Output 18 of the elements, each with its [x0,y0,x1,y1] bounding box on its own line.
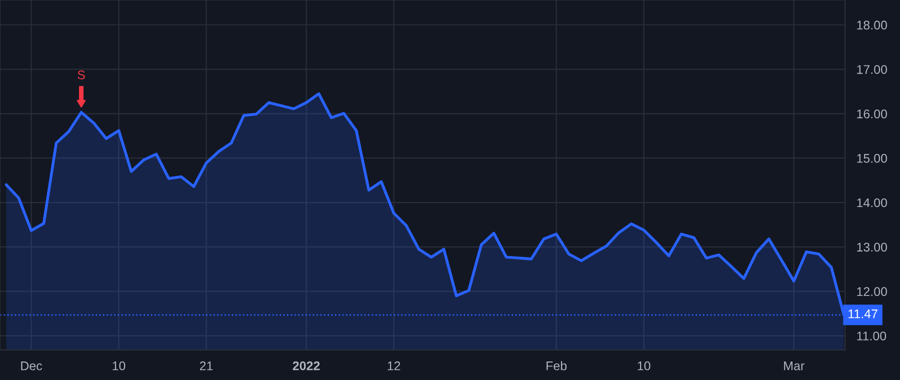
x-tick-label: Mar [784,362,804,370]
y-tick-label: 12.00 [857,287,888,296]
y-tick-label: 16.00 [857,110,888,118]
y-tick-label: 11.00 [857,332,886,340]
annotation: S [78,70,85,80]
x-tick-label: 10 [112,361,126,370]
x-tick-label: 21 [200,361,213,370]
x-tick-label: Feb [546,361,567,370]
x-tick-label: 10 [638,361,650,370]
y-tick-label: 13.00 [857,242,888,252]
y-tick-label: 15.00 [857,154,888,163]
y-tick-label: 18.00 [857,20,888,30]
y-tick-label: 14.00 [857,198,888,208]
ref-line-label: 11.47 [848,310,878,318]
x-tick-label: 12 [388,361,400,370]
x-tick-label: 2022 [292,361,320,370]
y-tick-label: 17.00 [857,65,888,74]
x-tick-label: Dec [21,362,42,370]
